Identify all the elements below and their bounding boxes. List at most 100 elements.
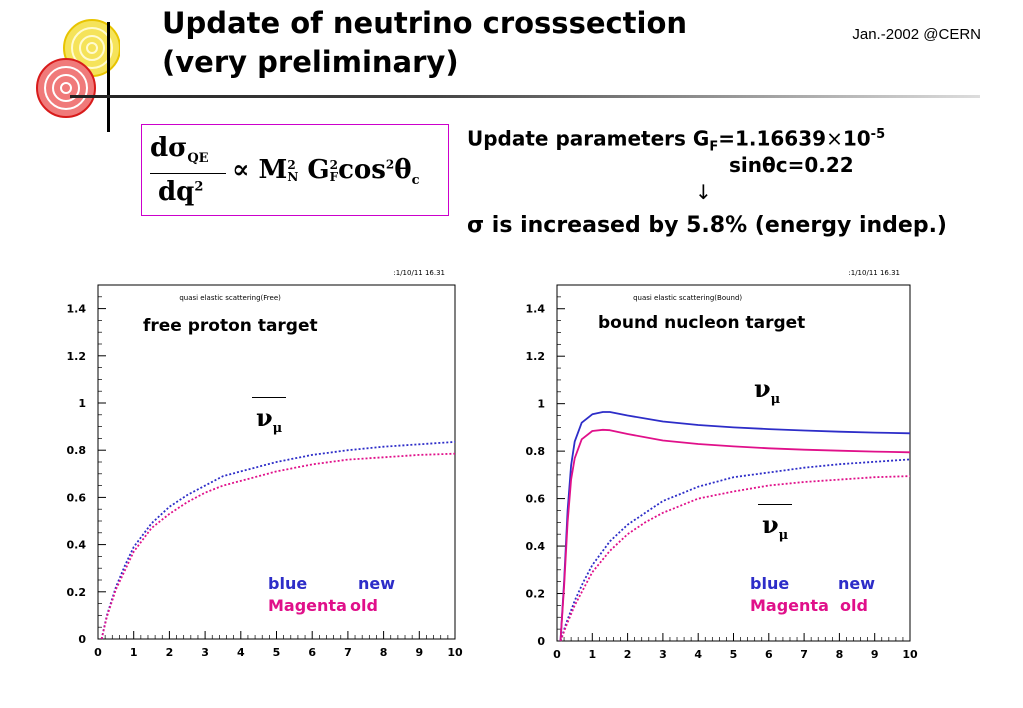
nu-symbol: ν [754,374,771,403]
mu-subscript: μ [778,527,789,543]
nu-symbol: ν [256,403,273,432]
legend-blue: blue [750,574,790,593]
legend-magenta: Magenta [268,596,347,615]
params-line-sin: sinθc=0.22 [729,153,854,177]
y-tick-label: 0.2 [67,586,87,599]
y-tick-label: 1.2 [67,350,87,363]
x-tick-label: 4 [694,648,702,661]
annotation-bound-nucleon: bound nucleon target [598,313,806,333]
series-line-new-solid [559,411,911,642]
series-line-new-dotted [559,458,911,642]
params-gf-value: =1.16639 [718,126,827,151]
update-parameters: Update parameters GF=1.16639×10-5 sinθc=… [467,120,947,238]
y-tick-label: 1.2 [526,350,546,363]
series-line-new-dotted [100,441,456,640]
nubar-overline [758,504,792,505]
y-tick-label: 0.4 [67,539,87,552]
formula-m-exp: 2 [287,158,296,172]
slide-title: Update of neutrino crosssection (very pr… [162,4,687,82]
formula-cos-exp: 2 [385,157,395,172]
legend-right: blue new Magenta old [750,573,875,617]
y-tick-label: 0.6 [67,491,87,504]
y-tick-label: 0.4 [526,540,546,553]
y-tick-label: 0 [78,633,86,646]
y-tick-label: 0.8 [526,445,546,458]
series-line-old-dotted [559,475,911,642]
y-tick-label: 0.6 [526,493,546,506]
x-tick-label: 1 [588,648,596,661]
y-tick-label: 1.4 [67,303,87,316]
x-tick-label: 2 [166,646,174,659]
x-tick-label: 8 [836,648,844,661]
down-arrow-icon: ↓ [695,180,712,204]
params-ten: 10 [842,126,871,151]
x-tick-label: 7 [800,648,808,661]
x-tick-label: 8 [380,646,388,659]
series-line-old-solid [559,428,911,642]
legend-magenta: Magenta [750,596,829,615]
x-tick-label: 5 [730,648,738,661]
chart-bound-nucleon: :1/10/11 16.31 quasi elastic scattering(B… [526,269,918,661]
x-tick-label: 0 [94,646,102,659]
params-line-sigma: σ is increased by 5.8% (energy indep.) [467,213,947,238]
series-line-old-dotted [100,452,456,640]
annotation-free-proton: free proton target [143,316,318,336]
params-label: Update parameters G [467,126,710,151]
formula-dq: dq [158,177,195,207]
formula-dq-exp: 2 [194,179,204,195]
formula-g-sub: F [329,170,339,184]
formula-theta-sub: c [411,173,420,189]
y-tick-label: 0 [537,635,545,648]
nubar-mu-label-right: νμ [758,504,792,543]
y-tick-label: 0.8 [67,444,87,457]
title-line-2: (very preliminary) [162,45,459,79]
slide-date: Jan.-2002 @CERN [852,26,981,43]
x-tick-label: 6 [308,646,316,659]
concentric-circles-logo [36,19,120,118]
nubar-overline [252,397,286,398]
x-tick-label: 9 [415,646,423,659]
formula-m: M [258,155,288,185]
y-tick-label: 0.2 [526,588,546,601]
plot-title: quasi elastic scattering(Free) [179,294,281,302]
y-tick-label: 1 [537,398,545,411]
formula-m-sub: N [287,170,299,184]
x-tick-label: 1 [130,646,138,659]
plot-stamp: :1/10/11 16.31 [848,269,900,277]
params-times: × [826,126,843,151]
x-tick-label: 5 [273,646,281,659]
legend-left: blue new Magenta old [268,573,395,617]
title-vertical-rule [107,22,110,132]
x-tick-label: 2 [624,648,632,661]
formula-numerator: dσQE [150,133,209,166]
x-tick-label: 3 [659,648,667,661]
x-tick-label: 9 [871,648,879,661]
title-horizontal-rule [70,95,980,98]
nu-mu-label-right: νμ [754,374,780,407]
formula-theta: θ [394,155,412,185]
title-line-1: Update of neutrino crosssection [162,6,688,40]
fraction-bar [150,173,226,174]
params-line-gf: Update parameters GF=1.16639×10-5 [467,120,885,163]
formula-cos: cos [338,155,386,185]
legend-blue: blue [268,574,308,593]
formula-g: G [307,155,330,185]
y-tick-label: 1 [78,397,86,410]
plot-stamp: :1/10/11 16.31 [393,269,445,277]
x-tick-label: 0 [553,648,561,661]
mu-subscript: μ [272,420,283,436]
x-tick-label: 7 [344,646,352,659]
formula-g-exp: 2 [329,158,338,172]
chart-free-proton: :1/10/11 16.31 quasi elastic scattering(F… [67,269,463,659]
x-tick-label: 10 [902,648,918,661]
x-tick-label: 6 [765,648,773,661]
legend-old: old [350,596,378,615]
mu-subscript: μ [770,391,781,407]
legend-new: new [358,574,396,593]
legend-new: new [838,574,876,593]
formula-qe: QE [187,151,209,167]
legend-old: old [840,596,868,615]
params-gf-sub: F [709,139,719,155]
